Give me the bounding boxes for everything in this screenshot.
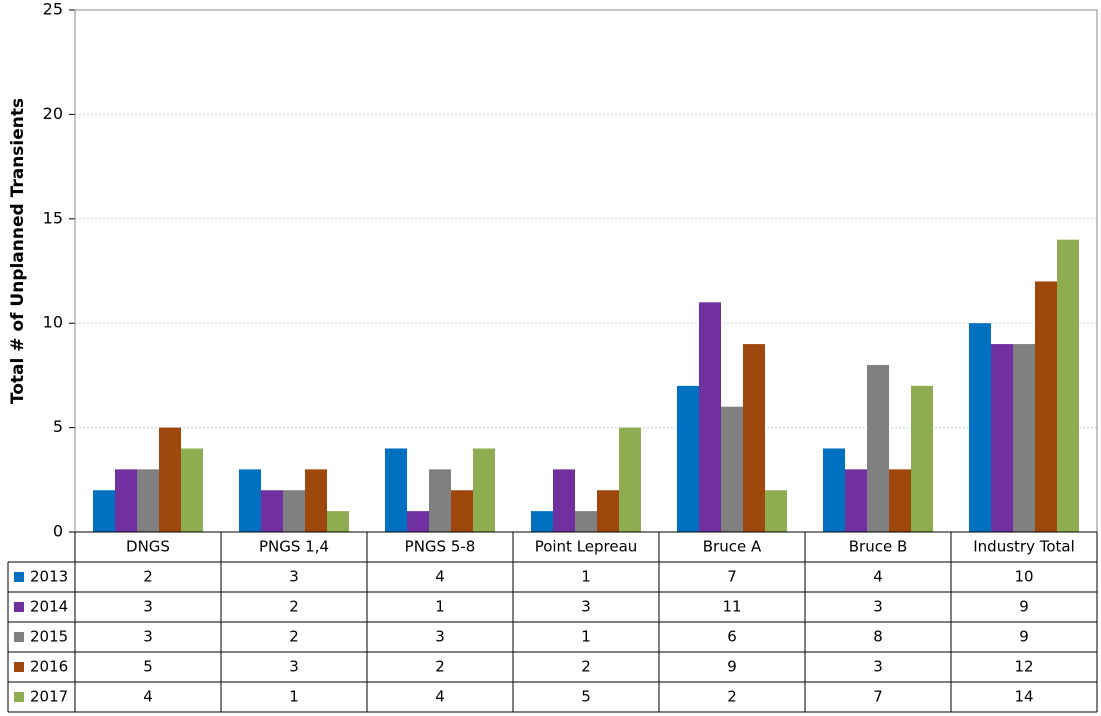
bar — [597, 490, 619, 532]
table-value: 3 — [873, 658, 883, 676]
table-value: 3 — [289, 568, 299, 586]
x-tick-label: PNGS 1,4 — [259, 538, 329, 556]
table-value: 2 — [289, 598, 299, 616]
bar — [239, 469, 261, 532]
table-value: 11 — [722, 598, 741, 616]
table-value: 6 — [727, 628, 737, 646]
y-tick-label: 10 — [43, 313, 63, 332]
table-value: 2 — [143, 568, 153, 586]
bar — [385, 448, 407, 532]
y-axis-label: Total # of Unplanned Transients — [8, 98, 28, 404]
bar — [1013, 344, 1035, 532]
legend-label: 2013 — [30, 568, 68, 586]
legend-label: 2017 — [30, 688, 68, 706]
bar — [889, 469, 911, 532]
x-tick-label: Point Lepreau — [535, 538, 638, 556]
y-tick-label: 15 — [43, 208, 63, 227]
legend-label: 2016 — [30, 658, 68, 676]
bar — [575, 511, 597, 532]
table-value: 14 — [1014, 688, 1033, 706]
legend-swatch — [14, 662, 24, 672]
legend-label: 2015 — [30, 628, 68, 646]
bar — [159, 427, 181, 532]
table-value: 7 — [873, 688, 883, 706]
x-tick-label: Industry Total — [973, 538, 1075, 556]
table-value: 9 — [727, 658, 737, 676]
table-value: 2 — [289, 628, 299, 646]
bar — [327, 511, 349, 532]
table-value: 3 — [143, 598, 153, 616]
bar — [283, 490, 305, 532]
y-tick-label: 0 — [53, 522, 63, 541]
bar — [619, 427, 641, 532]
bar — [911, 385, 933, 532]
table-value: 3 — [143, 628, 153, 646]
legend-label: 2014 — [30, 598, 68, 616]
legend-swatch — [14, 602, 24, 612]
y-tick-label: 20 — [43, 104, 63, 123]
bar — [115, 469, 137, 532]
bar — [1057, 239, 1079, 532]
bar — [137, 469, 159, 532]
legend-swatch — [14, 692, 24, 702]
legend-swatch — [14, 572, 24, 582]
bar — [261, 490, 283, 532]
x-tick-label: PNGS 5-8 — [405, 538, 476, 556]
bar — [473, 448, 495, 532]
bar — [531, 511, 553, 532]
y-tick-label: 5 — [53, 417, 63, 436]
table-value: 2 — [581, 658, 591, 676]
bar — [451, 490, 473, 532]
bar — [553, 469, 575, 532]
table-value: 3 — [873, 598, 883, 616]
table-value: 2 — [435, 658, 445, 676]
table-value: 9 — [1019, 598, 1029, 616]
table-value: 12 — [1014, 658, 1033, 676]
bar — [991, 344, 1013, 532]
x-tick-label: DNGS — [126, 538, 170, 556]
bar — [867, 364, 889, 532]
bar — [845, 469, 867, 532]
table-value: 10 — [1014, 568, 1033, 586]
bar — [181, 448, 203, 532]
bar — [743, 344, 765, 532]
bar — [765, 490, 787, 532]
table-value: 1 — [435, 598, 445, 616]
bar — [677, 385, 699, 532]
table-value: 1 — [581, 628, 591, 646]
table-value: 7 — [727, 568, 737, 586]
legend-swatch — [14, 632, 24, 642]
x-tick-label: Bruce A — [703, 538, 762, 556]
bar — [305, 469, 327, 532]
table-value: 3 — [289, 658, 299, 676]
table-value: 4 — [873, 568, 883, 586]
bar — [699, 302, 721, 532]
bar — [823, 448, 845, 532]
table-value: 5 — [143, 658, 153, 676]
bar — [721, 406, 743, 532]
bar — [407, 511, 429, 532]
bar — [93, 490, 115, 532]
table-value: 5 — [581, 688, 591, 706]
table-value: 4 — [143, 688, 153, 706]
table-value: 3 — [435, 628, 445, 646]
table-value: 2 — [727, 688, 737, 706]
x-tick-label: Bruce B — [849, 538, 908, 556]
table-value: 3 — [581, 598, 591, 616]
table-value: 1 — [289, 688, 299, 706]
bar — [969, 323, 991, 532]
plot-border — [74, 9, 1098, 533]
table-value: 1 — [581, 568, 591, 586]
bar — [1035, 281, 1057, 532]
table-value: 4 — [435, 688, 445, 706]
table-value: 8 — [873, 628, 883, 646]
table-value: 4 — [435, 568, 445, 586]
table-value: 9 — [1019, 628, 1029, 646]
y-tick-label: 25 — [43, 0, 63, 19]
bar — [429, 469, 451, 532]
